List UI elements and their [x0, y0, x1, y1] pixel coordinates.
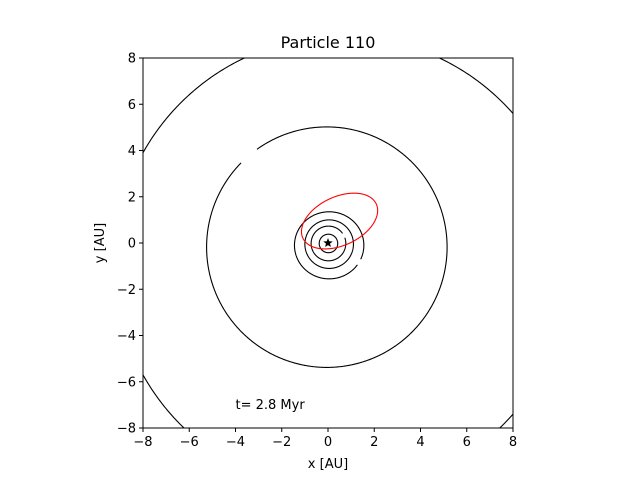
y-tick-label: −4 [117, 329, 136, 344]
x-tick-label: −8 [133, 435, 152, 450]
y-tick-label: −8 [117, 422, 136, 437]
y-tick-label: −6 [117, 375, 136, 390]
orbit-path-3 [293, 211, 365, 280]
orbit-path-0 [318, 233, 339, 254]
x-axis-label: x [AU] [308, 457, 348, 472]
y-tick-label: −2 [117, 283, 136, 298]
central-star-marker [323, 238, 333, 248]
y-tick-label: 6 [128, 98, 136, 113]
y-tick-label: 2 [128, 190, 136, 205]
x-tick-label: 8 [509, 435, 517, 450]
y-axis-ticks: −8 −6 −4 −2 0 2 4 6 8 [117, 52, 143, 437]
x-tick-label: 2 [370, 435, 378, 450]
x-tick-label: −4 [226, 435, 245, 450]
y-tick-label: 8 [128, 52, 136, 67]
orbit-path-1 [310, 225, 347, 262]
y-axis-label: y [AU] [93, 223, 108, 263]
x-axis-ticks: −8 −6 −4 −2 0 2 4 6 8 [133, 428, 517, 450]
x-tick-label: 4 [416, 435, 424, 450]
x-tick-label: 0 [324, 435, 332, 450]
y-tick-label: 0 [128, 237, 136, 252]
orbit-path-5 [206, 126, 448, 368]
chart-title: Particle 110 [281, 33, 376, 52]
orbit-path-4 [300, 192, 379, 250]
x-tick-label: −2 [272, 435, 291, 450]
x-tick-label: −6 [180, 435, 199, 450]
time-annotation: t= 2.8 Myr [236, 398, 306, 413]
x-tick-label: 6 [463, 435, 471, 450]
y-tick-label: 4 [128, 144, 136, 159]
orbit-path-2 [304, 219, 354, 269]
orbit-path-6 [143, 58, 513, 428]
plot-area [143, 58, 513, 428]
